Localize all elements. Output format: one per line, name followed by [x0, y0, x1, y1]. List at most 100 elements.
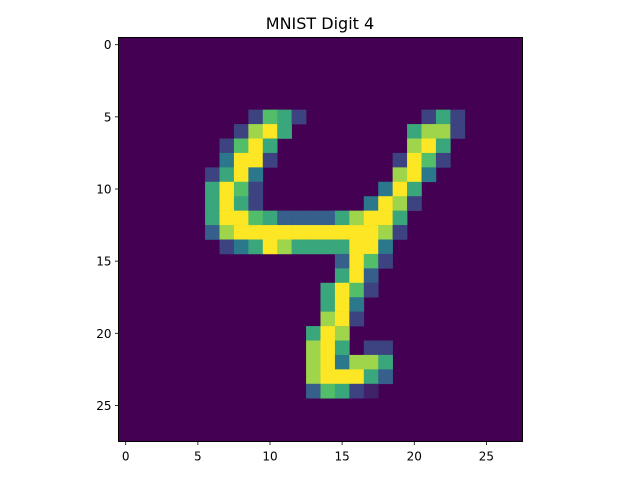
heatmap-cell — [392, 181, 408, 197]
heatmap-cell — [248, 109, 264, 125]
heatmap-cell — [421, 124, 437, 139]
y-tick-label: 0 — [104, 38, 112, 52]
heatmap-cell — [407, 196, 422, 211]
heatmap-cell — [320, 383, 336, 399]
heatmap-cell — [205, 167, 220, 183]
heatmap-cell — [349, 253, 365, 269]
heatmap-cell — [334, 326, 350, 341]
heatmap-cell — [392, 167, 408, 183]
heatmap-cell — [378, 181, 393, 197]
heatmap-cell — [334, 383, 350, 399]
heatmap-cell — [407, 167, 422, 183]
heatmap-cell — [407, 181, 422, 197]
heatmap-cell — [277, 124, 292, 139]
heatmap-cell — [421, 167, 437, 183]
heatmap-cell — [248, 239, 264, 255]
x-tick-label: 25 — [479, 450, 494, 464]
heatmap-cell — [262, 225, 278, 240]
heatmap-cell — [334, 311, 350, 327]
heatmap-cell — [233, 152, 249, 168]
heatmap-cell — [450, 124, 466, 139]
heatmap-cell — [219, 181, 235, 197]
heatmap-cell — [219, 152, 235, 168]
heatmap-cell — [306, 326, 321, 341]
heatmap-cell — [349, 297, 365, 312]
heatmap-cell — [349, 354, 365, 370]
x-tick-label: 10 — [262, 450, 277, 464]
heatmap-cell — [363, 383, 379, 399]
heatmap-cell — [291, 239, 307, 255]
heatmap-cell — [320, 311, 336, 327]
heatmap-cell — [334, 225, 350, 240]
heatmap-cell — [435, 152, 451, 168]
heatmap-cell — [378, 369, 393, 385]
heatmap-cell — [233, 196, 249, 211]
heatmap-cell — [320, 297, 336, 312]
heatmap-cell — [205, 210, 220, 226]
heatmap-cell — [378, 354, 393, 370]
y-tick-label: 20 — [96, 327, 111, 341]
heatmap-cell — [306, 340, 321, 356]
heatmap-cell — [320, 326, 336, 341]
heatmap-cell — [205, 181, 220, 197]
heatmap-cell — [306, 210, 321, 226]
heatmap-cell — [320, 239, 336, 255]
heatmap-cell — [291, 210, 307, 226]
heatmap-cell — [435, 109, 451, 125]
heatmap-cell — [320, 340, 336, 356]
heatmap-cell — [262, 124, 278, 139]
heatmap-cell — [248, 210, 264, 226]
heatmap-cell — [363, 253, 379, 269]
heatmap-cell — [435, 124, 451, 139]
heatmap-cell — [407, 152, 422, 168]
heatmap-cell — [392, 225, 408, 240]
heatmap-cell — [421, 138, 437, 154]
heatmap-cell — [262, 210, 278, 226]
heatmap-cell — [363, 239, 379, 255]
heatmap-cell — [334, 253, 350, 269]
heatmap-cell — [378, 225, 393, 240]
heatmap-cell — [349, 239, 365, 255]
axes-frame — [118, 37, 523, 442]
heatmap-cell — [233, 210, 249, 226]
heatmap-cell — [262, 138, 278, 154]
y-tick-label: 15 — [96, 255, 111, 269]
heatmap-cell — [407, 138, 422, 154]
heatmap-cell — [219, 210, 235, 226]
heatmap-cell — [219, 239, 235, 255]
heatmap-cell — [349, 282, 365, 298]
heatmap-cell — [262, 239, 278, 255]
heatmap-cell — [349, 210, 365, 226]
heatmap-cell — [334, 340, 350, 356]
heatmap-cell — [349, 225, 365, 240]
heatmap-cell — [262, 109, 278, 125]
heatmap-cell — [219, 225, 235, 240]
heatmap-cell — [392, 210, 408, 226]
y-axis: 0 5 10 15 20 25 — [96, 38, 119, 413]
y-tick-label: 25 — [96, 399, 111, 413]
heatmap-cell — [378, 210, 393, 226]
heatmap-cell — [248, 152, 264, 168]
heatmap-cell — [291, 109, 307, 125]
heatmap-cell — [450, 109, 466, 125]
heatmap-cell — [233, 181, 249, 197]
heatmap-cell — [205, 196, 220, 211]
heatmap-cell — [233, 124, 249, 139]
heatmap-cell — [306, 354, 321, 370]
heatmap-cell — [363, 225, 379, 240]
heatmap-cell — [291, 225, 307, 240]
heatmap-cell — [248, 181, 264, 197]
x-axis: 0 5 10 15 20 25 — [122, 441, 494, 464]
heatmap-cell — [378, 340, 393, 356]
heatmap-cell — [363, 369, 379, 385]
heatmap-cell — [320, 369, 336, 385]
heatmap-cell — [277, 210, 292, 226]
heatmap-cell — [378, 239, 393, 255]
heatmap-cell — [435, 138, 451, 154]
heatmap-cell — [334, 268, 350, 284]
heatmap-cell — [378, 196, 393, 211]
heatmap-cell — [277, 109, 292, 125]
heatmap-cell — [363, 196, 379, 211]
